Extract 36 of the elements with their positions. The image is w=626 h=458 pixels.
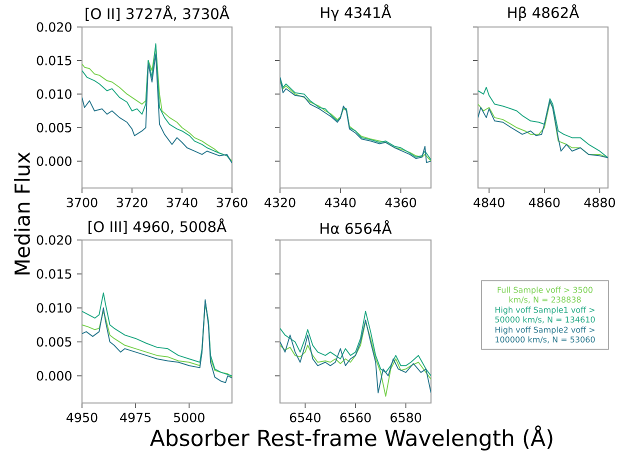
x-tick-label: 6540 [290, 412, 320, 422]
y-tick-label: 0.020 [36, 235, 72, 245]
text: Full Sample voff > 3500 km/s, N = 238838 [498, 286, 592, 304]
text: High voff Sample2 voff > 100000 km/s, N = 53060 [495, 326, 595, 344]
x-tick-label: 4975 [120, 412, 151, 422]
x-tick-label: 5000 [174, 412, 204, 422]
chart-title: [O III] 4960, 5008Å [88, 218, 226, 234]
y-tick-label: 0.000 [36, 156, 72, 166]
x-tick-label: 4880 [584, 198, 615, 208]
text: High voff Sample1 voff > 50000 km/s, N = 134610 [495, 306, 595, 324]
x-tick-label: 3720 [116, 198, 148, 208]
chart-title: [O II] 3727Å, 3730Å [86, 5, 230, 21]
x-tick-label: 3700 [66, 198, 98, 208]
chart-title: Hα 6564Å [320, 220, 392, 234]
y-tick-label: 0.020 [36, 22, 72, 32]
x-tick-label: 3740 [166, 198, 198, 208]
x-tick-label: 4840 [474, 198, 504, 208]
y-tick-label: 0.015 [36, 269, 72, 279]
x-tick-label: 4340 [324, 198, 356, 208]
x-tick-label: 6580 [390, 412, 422, 422]
x-tick-label: 4860 [528, 198, 560, 208]
y-tick-label: 0.005 [36, 337, 72, 347]
x-tick-label: 3760 [216, 198, 248, 208]
y-tick-label: 0.005 [36, 122, 72, 132]
y-tick-label: 0.000 [36, 371, 72, 381]
x-axis-title: Absorber Rest-frame Wavelength (Å) [150, 426, 552, 451]
y-tick-label: 0.015 [36, 56, 72, 66]
x-tick-label: 4360 [385, 198, 416, 208]
chart-title: Hβ 4862Å [508, 4, 580, 21]
x-tick-label: 4320 [264, 198, 296, 208]
x-tick-label: 4950 [66, 412, 98, 422]
y-axis-title: Median Flux [14, 152, 30, 274]
x-tick-label: 6560 [340, 412, 371, 422]
y-tick-label: 0.010 [36, 303, 72, 313]
y-tick-label: 0.010 [36, 89, 72, 99]
chart-title: Hγ 4341Å [321, 4, 392, 21]
